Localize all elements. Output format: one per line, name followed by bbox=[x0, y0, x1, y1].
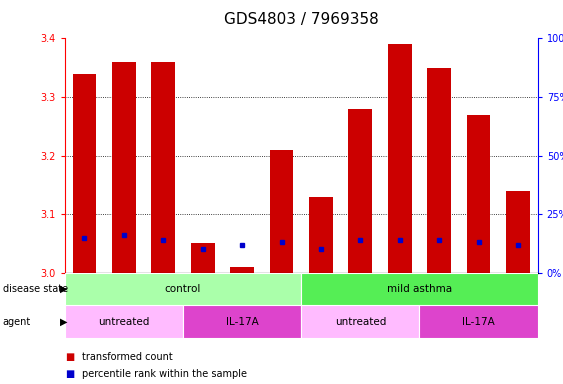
Bar bbox=[427, 68, 451, 273]
Text: ■: ■ bbox=[65, 369, 74, 379]
Text: ▶: ▶ bbox=[60, 284, 68, 294]
Bar bbox=[467, 114, 490, 273]
Bar bbox=[112, 62, 136, 273]
Bar bbox=[270, 150, 293, 273]
Bar bbox=[301, 305, 419, 338]
Text: ▶: ▶ bbox=[60, 316, 68, 327]
Text: untreated: untreated bbox=[334, 316, 386, 327]
Text: ■: ■ bbox=[65, 352, 74, 362]
Text: mild asthma: mild asthma bbox=[387, 284, 452, 294]
Text: IL-17A: IL-17A bbox=[226, 316, 258, 327]
Bar bbox=[506, 191, 530, 273]
Bar bbox=[151, 62, 175, 273]
Bar bbox=[65, 273, 301, 305]
Bar bbox=[388, 44, 412, 273]
Bar bbox=[183, 305, 301, 338]
Bar bbox=[309, 197, 333, 273]
Bar bbox=[301, 273, 538, 305]
Text: transformed count: transformed count bbox=[82, 352, 172, 362]
Text: control: control bbox=[165, 284, 201, 294]
Text: percentile rank within the sample: percentile rank within the sample bbox=[82, 369, 247, 379]
Bar bbox=[191, 243, 215, 273]
Text: untreated: untreated bbox=[98, 316, 150, 327]
Bar bbox=[65, 305, 183, 338]
Bar bbox=[419, 305, 538, 338]
Text: disease state: disease state bbox=[3, 284, 68, 294]
Bar bbox=[73, 74, 96, 273]
Text: agent: agent bbox=[3, 316, 31, 327]
Text: IL-17A: IL-17A bbox=[462, 316, 495, 327]
Text: GDS4803 / 7969358: GDS4803 / 7969358 bbox=[224, 12, 378, 26]
Bar bbox=[348, 109, 372, 273]
Bar bbox=[230, 267, 254, 273]
